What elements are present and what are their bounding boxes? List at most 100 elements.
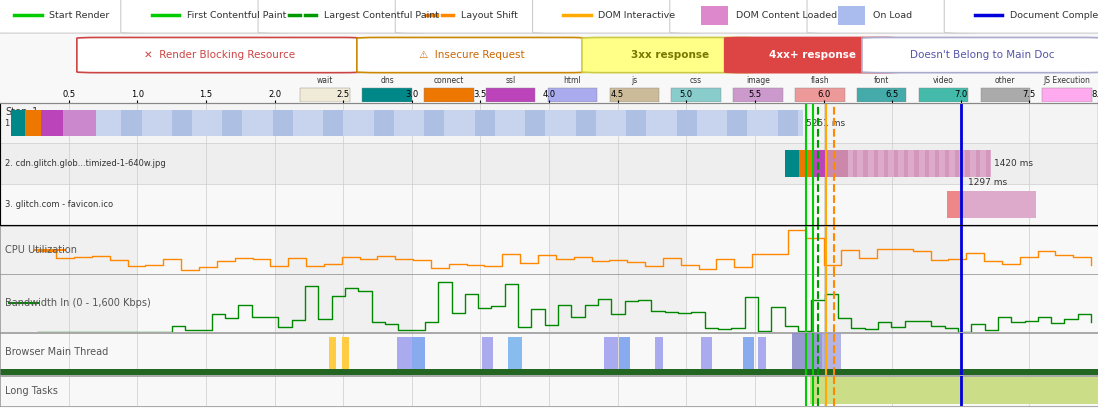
Bar — [792, 333, 822, 369]
Bar — [981, 88, 1030, 102]
Bar — [482, 337, 493, 369]
Bar — [548, 88, 597, 102]
Bar — [686, 274, 824, 333]
Bar — [42, 110, 64, 136]
Bar — [727, 110, 748, 136]
Bar — [961, 226, 1098, 273]
Text: js: js — [631, 76, 638, 85]
Bar — [626, 110, 647, 136]
Bar — [838, 6, 865, 25]
Bar — [0, 143, 1098, 184]
Bar — [604, 337, 617, 369]
FancyBboxPatch shape — [258, 0, 428, 33]
Text: Doesn't Belong to Main Doc: Doesn't Belong to Main Doc — [910, 50, 1055, 60]
Bar — [671, 88, 721, 102]
Bar — [64, 110, 97, 136]
Bar — [853, 150, 858, 177]
Text: image: image — [746, 76, 770, 85]
Bar — [575, 110, 596, 136]
Bar — [424, 88, 473, 102]
Bar — [758, 337, 765, 369]
Bar — [905, 150, 908, 177]
Text: JS Execution: JS Execution — [1044, 76, 1090, 85]
Bar — [222, 110, 243, 136]
Bar — [137, 226, 274, 273]
Text: wait: wait — [317, 76, 334, 85]
Text: First Contentful Paint: First Contentful Paint — [187, 11, 287, 20]
Bar — [486, 88, 536, 102]
Bar — [525, 110, 546, 136]
Bar — [799, 150, 813, 177]
Text: connect: connect — [434, 76, 464, 85]
Bar — [323, 110, 344, 136]
Text: Start Render: Start Render — [49, 11, 110, 20]
Bar — [686, 226, 824, 273]
Bar — [915, 150, 919, 177]
Bar — [137, 274, 274, 333]
FancyBboxPatch shape — [533, 0, 703, 33]
FancyBboxPatch shape — [725, 38, 900, 73]
Bar — [0, 369, 1098, 375]
Bar — [785, 150, 798, 177]
Bar — [934, 150, 939, 177]
Bar — [965, 150, 970, 177]
Text: 1. preload-scanner...ne-everything.html: 1. preload-scanner...ne-everything.html — [5, 119, 172, 128]
Text: Browser Main Thread: Browser Main Thread — [5, 347, 109, 357]
Bar — [894, 150, 898, 177]
Bar — [362, 88, 412, 102]
Bar — [474, 110, 495, 136]
FancyBboxPatch shape — [807, 0, 977, 33]
FancyBboxPatch shape — [357, 38, 587, 73]
Text: 3xx response: 3xx response — [630, 50, 709, 60]
Bar — [412, 337, 426, 369]
Text: DOM Content Loaded: DOM Content Loaded — [736, 11, 837, 20]
Text: ssl: ssl — [505, 76, 516, 85]
Text: 1420 ms: 1420 ms — [994, 159, 1033, 168]
Text: flash: flash — [810, 76, 829, 85]
Bar — [919, 88, 968, 102]
Bar — [702, 337, 713, 369]
Text: 3. glitch.com - favicon.ico: 3. glitch.com - favicon.ico — [5, 200, 113, 209]
Text: DOM Interactive: DOM Interactive — [598, 11, 675, 20]
Bar — [820, 333, 841, 369]
Bar — [777, 110, 798, 136]
Text: Document Complete: Document Complete — [1010, 11, 1098, 20]
Text: ✕  Render Blocking Resource: ✕ Render Blocking Resource — [144, 50, 295, 60]
Bar — [0, 226, 137, 273]
Bar — [121, 110, 142, 136]
Text: Largest Contentful Paint: Largest Contentful Paint — [324, 11, 439, 20]
Bar — [654, 337, 663, 369]
Bar — [609, 88, 659, 102]
Bar — [24, 110, 42, 136]
Bar — [824, 226, 961, 273]
Bar — [810, 377, 1098, 404]
Text: Step_1: Step_1 — [5, 106, 38, 117]
Bar — [733, 88, 783, 102]
Bar — [795, 88, 844, 102]
Bar — [549, 274, 686, 333]
Bar — [986, 150, 990, 177]
Bar — [549, 226, 686, 273]
Bar — [824, 274, 961, 333]
Bar — [925, 150, 929, 177]
FancyBboxPatch shape — [395, 0, 565, 33]
Text: font: font — [874, 76, 889, 85]
Bar — [848, 150, 990, 177]
Bar — [274, 274, 412, 333]
Bar — [373, 110, 394, 136]
Bar — [946, 191, 964, 218]
Bar — [701, 6, 728, 25]
Text: html: html — [563, 76, 581, 85]
Bar — [396, 337, 413, 369]
Text: other: other — [995, 76, 1016, 85]
Bar — [301, 88, 350, 102]
Bar — [742, 337, 753, 369]
FancyBboxPatch shape — [862, 38, 1098, 73]
Text: 5251 ms: 5251 ms — [806, 119, 844, 128]
Bar — [424, 110, 445, 136]
Bar — [813, 150, 826, 177]
FancyBboxPatch shape — [582, 38, 758, 73]
Text: CPU Utilization: CPU Utilization — [5, 244, 78, 255]
Text: ⚠  Insecure Request: ⚠ Insecure Request — [419, 50, 525, 60]
Bar — [619, 337, 630, 369]
